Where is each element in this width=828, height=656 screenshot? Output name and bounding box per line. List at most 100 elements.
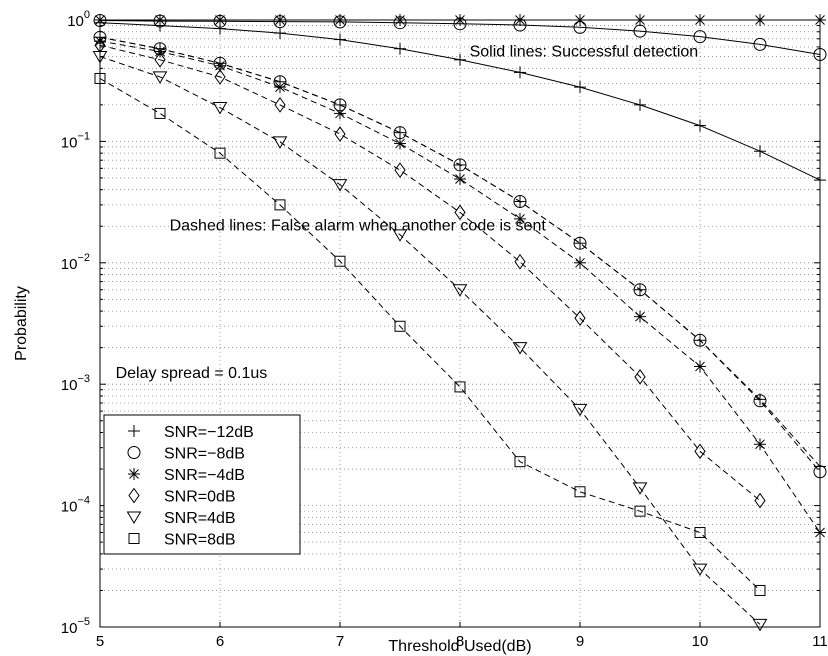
x-tick-label: 7 xyxy=(336,633,344,650)
marker-triangle-down xyxy=(572,403,588,417)
marker-asterisk xyxy=(634,310,646,323)
marker-triangle-down xyxy=(332,179,348,192)
marker-triangle-down xyxy=(272,136,288,149)
marker-circle xyxy=(513,194,527,208)
legend-box xyxy=(103,414,301,555)
x-axis-label: Threshold Used(dB) xyxy=(388,638,531,655)
series-line-6 xyxy=(99,44,761,501)
annotations: Solid lines: Successful detection Dashed … xyxy=(116,44,699,382)
marker-asterisk xyxy=(574,256,586,269)
marker-circle xyxy=(573,236,587,250)
series-line-4 xyxy=(99,36,821,473)
marker-diamond xyxy=(694,443,706,460)
y-tick-label: 10−2 xyxy=(61,252,90,273)
marker-diamond xyxy=(154,51,166,68)
legend-entry-label: SNR=−8dB xyxy=(164,446,245,463)
legend-entry-label: SNR=8dB xyxy=(164,532,236,549)
marker-plus xyxy=(634,283,646,296)
marker-square xyxy=(274,199,286,211)
marker-plus xyxy=(634,98,646,111)
x-tick-label: 5 xyxy=(96,633,104,650)
marker-diamond xyxy=(274,96,286,113)
marker-asterisk xyxy=(274,81,286,94)
marker-plus xyxy=(754,145,766,158)
annotation-0: Solid lines: Successful detection xyxy=(470,44,699,61)
marker-diamond xyxy=(454,204,466,221)
marker-triangle-down xyxy=(692,563,708,577)
marker-square xyxy=(454,381,466,393)
marker-plus xyxy=(694,334,706,347)
marker-plus xyxy=(394,126,406,139)
y-tick-label: 100 xyxy=(67,9,90,30)
marker-triangle-down xyxy=(212,102,228,115)
marker-plus xyxy=(274,27,286,40)
marker-asterisk xyxy=(334,107,346,120)
marker-circle xyxy=(753,394,767,408)
marker-square xyxy=(574,486,586,498)
legend: SNR=−12dB SNR=−8dB SNR=−4dB SNR=0dB SNR=4dB S… xyxy=(103,414,301,555)
marker-square xyxy=(694,527,706,539)
marker-asterisk xyxy=(454,173,466,186)
marker-square xyxy=(754,584,766,596)
marker-asterisk xyxy=(154,45,166,58)
x-tick-label: 11 xyxy=(812,633,828,650)
legend-entry-label: SNR=−4dB xyxy=(164,467,245,484)
marker-square xyxy=(634,505,646,517)
marker-triangle-down xyxy=(632,482,648,495)
x-tick-label: 9 xyxy=(576,633,584,650)
marker-plus xyxy=(128,425,140,437)
marker-square xyxy=(394,320,406,332)
marker-plus xyxy=(334,33,346,46)
x-tick-label: 10 xyxy=(692,633,709,650)
marker-triangle-down xyxy=(126,511,142,524)
x-tick-label: 8 xyxy=(456,633,464,650)
y-axis-label: Probability xyxy=(13,286,30,361)
marker-triangle-down xyxy=(752,618,768,632)
series-line-3 xyxy=(99,36,821,467)
marker-circle xyxy=(453,158,467,172)
marker-plus xyxy=(394,42,406,55)
marker-diamond xyxy=(394,162,406,178)
legend-entry-label: SNR=0dB xyxy=(164,489,236,506)
marker-diamond xyxy=(634,368,646,385)
marker-circle xyxy=(693,30,707,44)
marker-triangle-down xyxy=(152,71,168,84)
marker-circle xyxy=(127,446,141,459)
marker-circle xyxy=(693,333,707,347)
legend-entry-label: SNR=4dB xyxy=(164,510,236,527)
marker-diamond xyxy=(214,69,226,85)
axis-ticks: 5 6 7 8 9 10 11 100 10−1 10−2 10−3 10−4 10−5 xyxy=(61,9,828,650)
y-tick-label: 10−5 xyxy=(61,616,90,637)
legend-entry-label: SNR=−12dB xyxy=(164,424,254,441)
marker-asterisk xyxy=(128,468,140,480)
y-tick-label: 10−1 xyxy=(61,130,90,151)
marker-asterisk xyxy=(394,137,406,150)
marker-square xyxy=(334,255,346,267)
annotation-2: Delay spread = 0.1us xyxy=(116,365,268,382)
marker-diamond xyxy=(514,253,526,270)
marker-asterisk xyxy=(694,360,706,373)
marker-plus xyxy=(574,237,586,250)
marker-triangle-down xyxy=(512,342,528,355)
marker-square xyxy=(514,456,526,468)
series-line-7 xyxy=(99,56,761,625)
x-tick-label: 6 xyxy=(216,633,224,650)
marker-plus xyxy=(514,66,526,79)
marker-square xyxy=(128,533,140,544)
y-tick-label: 10−3 xyxy=(61,373,90,394)
marker-diamond xyxy=(754,492,766,509)
y-tick-label: 10−4 xyxy=(61,495,90,516)
marker-triangle-down xyxy=(392,229,408,242)
marker-asterisk xyxy=(754,438,766,451)
marker-circle xyxy=(753,37,767,51)
marker-diamond xyxy=(128,487,140,504)
marker-plus xyxy=(694,119,706,132)
marker-square xyxy=(154,107,166,119)
marker-plus xyxy=(514,195,526,208)
marker-square xyxy=(214,147,226,159)
marker-diamond xyxy=(574,310,586,327)
marker-diamond xyxy=(334,126,346,142)
marker-plus xyxy=(454,158,466,171)
marker-plus xyxy=(754,393,766,406)
